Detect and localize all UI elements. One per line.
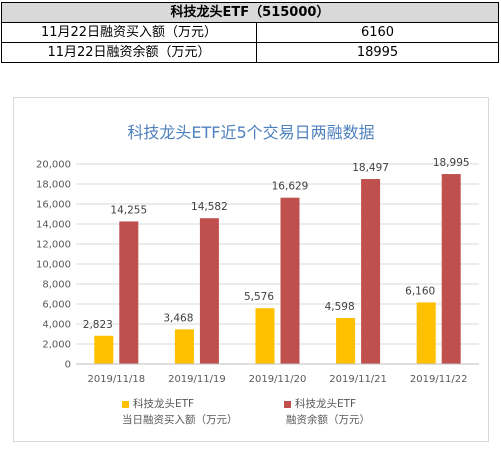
y-tick-label: 20,000: [36, 160, 71, 171]
bar-chart: 科技龙头ETF近5个交易日两融数据 0 2,000 4,000 6,000 8,000 10…: [36, 123, 479, 385]
y-tick-label: 10,000: [36, 260, 71, 271]
chart-title: 科技龙头ETF近5个交易日两融数据: [127, 123, 374, 142]
legend-balance-line1: 科技龙头ETF: [295, 398, 357, 410]
legend-balance-line2: 融资余额（万元）: [286, 414, 370, 426]
summary-row: 11月22日融资余额（万元） 18995: [1, 42, 499, 63]
y-tick-label: 8,000: [42, 280, 71, 291]
legend-buy-line2: 当日融资买入额（万元）: [122, 414, 238, 426]
bar-buy-amount: [255, 308, 275, 364]
bar-buy-amount: [336, 318, 356, 364]
chart-panel: 科技龙头ETF近5个交易日两融数据 0 2,000 4,000 6,000 8,000 10…: [13, 97, 489, 442]
legend-balance: 科技龙头ETF 融资余额（万元）: [284, 396, 370, 428]
legend-buy: 科技龙头ETF 当日融资买入额（万元）: [122, 396, 238, 428]
data-label: 14,255: [110, 204, 147, 216]
y-tick-label: 14,000: [36, 220, 71, 231]
y-tick-label: 12,000: [36, 240, 71, 251]
bar-buy-amount: [174, 329, 194, 364]
legend-swatch-balance: [284, 400, 291, 408]
summary-header-row: 科技龙头ETF（515000）: [1, 2, 499, 23]
y-tick-label: 0: [65, 360, 71, 371]
balance-value: 18995: [256, 42, 499, 63]
bar-balance: [199, 218, 219, 364]
bar-balance: [361, 179, 381, 364]
data-label: 18,497: [352, 162, 389, 174]
x-tick-label: 2019/11/21: [329, 374, 387, 385]
legend-swatch-buy: [122, 400, 129, 408]
legend-buy-line1: 科技龙头ETF: [133, 398, 195, 410]
bar-buy-amount: [94, 335, 114, 364]
y-tick-label: 2,000: [42, 340, 71, 351]
data-label: 5,576: [244, 291, 274, 303]
x-tick-label: 2019/11/20: [249, 374, 307, 385]
y-tick-label: 4,000: [42, 320, 71, 331]
buy-amount-value: 6160: [256, 22, 499, 43]
summary-header: 科技龙头ETF（515000）: [1, 2, 499, 23]
buy-amount-label: 11月22日融资买入额（万元）: [1, 22, 257, 43]
summary-table: 科技龙头ETF（515000） 11月22日融资买入额（万元） 6160 11月…: [1, 2, 499, 63]
data-label: 18,995: [433, 157, 470, 169]
data-label: 2,823: [83, 319, 113, 331]
data-label: 16,629: [272, 181, 309, 193]
balance-label: 11月22日融资余额（万元）: [1, 42, 257, 63]
data-label: 3,468: [163, 312, 193, 324]
bar-balance: [280, 197, 300, 364]
bar-balance: [119, 221, 139, 364]
x-tick-label: 2019/11/19: [168, 374, 226, 385]
y-tick-label: 16,000: [36, 200, 71, 211]
x-tick-label: 2019/11/22: [410, 374, 468, 385]
data-label: 14,582: [191, 201, 228, 213]
summary-row: 11月22日融资买入额（万元） 6160: [1, 22, 499, 43]
y-tick-label: 6,000: [42, 300, 71, 311]
x-tick-label: 2019/11/18: [87, 374, 145, 385]
data-label: 4,598: [325, 301, 355, 313]
bar-balance: [441, 174, 461, 364]
y-tick-label: 18,000: [36, 180, 71, 191]
data-label: 6,160: [405, 285, 435, 297]
bar-buy-amount: [416, 302, 436, 364]
